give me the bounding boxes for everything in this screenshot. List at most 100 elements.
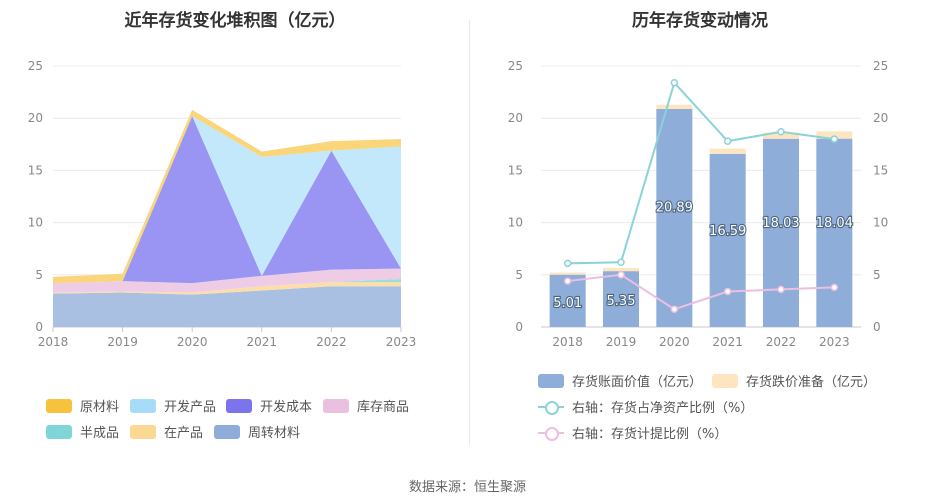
x-tick-label: 2021 xyxy=(247,335,278,349)
legend-item-work-in-progress[interactable]: 在产品 xyxy=(130,422,203,441)
legend-swatch xyxy=(712,373,738,388)
line-point xyxy=(723,287,732,296)
line-point xyxy=(777,285,785,294)
legend-label: 存货账面价值（亿元） xyxy=(572,375,703,390)
bar-impairment-reserve xyxy=(763,132,799,139)
bar-value-label: 18.04 xyxy=(816,216,853,231)
area-series xyxy=(53,116,401,284)
bar-impairment-reserve xyxy=(549,272,586,275)
line-point xyxy=(830,283,839,292)
legend-swatch xyxy=(130,424,156,439)
legend-label: 开发产品 xyxy=(164,400,217,415)
legend-swatch xyxy=(130,398,156,413)
legend-item-developed-products[interactable]: 开发产品 xyxy=(130,396,216,415)
legend-swatch xyxy=(538,373,564,388)
x-tick-label: 2020 xyxy=(177,335,208,349)
line-point xyxy=(830,135,839,143)
legend-item-provision-ratio[interactable]: 右轴：存货计提比例（%） xyxy=(538,423,727,442)
bar-value-label: 16.59 xyxy=(709,224,746,239)
legend-swatch xyxy=(226,398,252,413)
y-tick-label: 5 xyxy=(35,268,43,282)
y-tick-label: 0 xyxy=(515,320,523,334)
legend-item-raw-material[interactable]: 原材料 xyxy=(46,396,119,415)
legend-label: 原材料 xyxy=(80,400,120,415)
bar-impairment-reserve xyxy=(709,148,746,154)
bar-value-label: 5.35 xyxy=(607,294,636,309)
x-tick-label: 2022 xyxy=(766,335,797,349)
legend-swatch xyxy=(46,424,72,439)
bar-impairment-reserve xyxy=(816,131,853,139)
bar-impairment-reserve xyxy=(603,268,639,272)
y-tick-label: 20 xyxy=(28,111,43,125)
x-tick-label: 2018 xyxy=(552,335,583,349)
data-source-note: 数据来源：恒生聚源 xyxy=(408,480,526,495)
line-series xyxy=(567,273,835,311)
y-tick-label: 10 xyxy=(28,216,43,230)
legend-item-inventory-goods[interactable]: 库存商品 xyxy=(323,396,409,415)
line-point xyxy=(617,271,625,279)
bar-value-label: 18.03 xyxy=(762,216,799,231)
legend-label: 右轴：存货计提比例（%） xyxy=(572,427,728,442)
legend-label: 周转材料 xyxy=(248,426,301,441)
line-point xyxy=(777,128,785,136)
legend-item-impairment-reserve[interactable]: 存货跌价准备（亿元） xyxy=(712,371,876,390)
y2-tick-label: 5 xyxy=(873,268,881,282)
x-tick-label: 2023 xyxy=(819,335,850,349)
legend-line-marker xyxy=(538,426,564,441)
left-stacked-area-chart: 0 5 10 15 20 25 2018 2019 2020 2021 2022 2023 xyxy=(28,59,417,349)
line-point xyxy=(670,305,679,314)
legend-line-marker xyxy=(538,400,564,415)
line-series xyxy=(567,80,835,265)
legend-item-semi-finished[interactable]: 半成品 xyxy=(46,422,119,441)
bar-book-value xyxy=(763,138,799,327)
bar-book-value xyxy=(709,153,746,327)
y2-tick-label: 25 xyxy=(873,59,888,73)
line-point xyxy=(670,78,679,87)
legend-label: 半成品 xyxy=(80,426,120,441)
area-series xyxy=(53,116,401,284)
x-tick-label: 2019 xyxy=(107,335,138,349)
panel-divider xyxy=(469,20,470,445)
legend-swatch xyxy=(323,398,349,413)
y2-tick-label: 10 xyxy=(873,216,888,230)
y-tick-label: 0 xyxy=(35,320,43,334)
legend-swatch xyxy=(46,398,72,413)
x-tick-label: 2021 xyxy=(712,335,743,349)
legend-item-development-cost[interactable]: 开发成本 xyxy=(226,396,312,415)
y-tick-label: 5 xyxy=(515,268,523,282)
area-series xyxy=(53,268,401,293)
legend-item-turnover-materials[interactable]: 周转材料 xyxy=(214,422,300,441)
y2-tick-label: 20 xyxy=(873,111,888,125)
y-tick-label: 25 xyxy=(508,59,523,73)
legend-label: 在产品 xyxy=(164,426,204,441)
legend-swatch xyxy=(214,424,240,439)
bar-impairment-reserve xyxy=(656,104,693,109)
legend-item-net-asset-ratio[interactable]: 右轴：存货占净资产比例（%） xyxy=(538,397,753,416)
y-tick-label: 25 xyxy=(28,59,43,73)
bar-book-value xyxy=(603,271,639,327)
y2-tick-label: 0 xyxy=(873,320,881,334)
line-point xyxy=(563,259,572,268)
legend-label: 存货跌价准备（亿元） xyxy=(746,375,877,390)
x-tick-label: 2023 xyxy=(386,335,417,349)
x-tick-label: 2022 xyxy=(316,335,347,349)
right-chart-title: 历年存货变动情况 xyxy=(632,11,768,31)
x-tick-label: 2018 xyxy=(38,335,69,349)
bar-value-label: 20.89 xyxy=(656,200,693,215)
legend-label: 开发成本 xyxy=(260,400,313,415)
area-series xyxy=(53,282,401,295)
x-tick-label: 2019 xyxy=(606,335,637,349)
left-chart-title: 近年存货变化堆积图（亿元） xyxy=(124,11,346,31)
y-tick-label: 15 xyxy=(28,163,43,177)
bar-value-label: 5.01 xyxy=(553,296,582,311)
bar-book-value xyxy=(656,108,693,327)
area-series xyxy=(53,286,401,327)
legend-label: 右轴：存货占净资产比例（%） xyxy=(572,401,754,416)
y2-tick-label: 15 xyxy=(873,163,888,177)
right-bar-line-chart: 0 5 10 15 20 25 0 5 10 15 20 25 2018 2019 2020 2021 2022… xyxy=(508,59,889,349)
legend-item-book-value[interactable]: 存货账面价值（亿元） xyxy=(538,371,702,390)
line-point xyxy=(617,258,625,267)
x-tick-label: 2020 xyxy=(659,335,690,349)
line-point xyxy=(723,137,732,145)
y-tick-label: 15 xyxy=(508,163,523,177)
